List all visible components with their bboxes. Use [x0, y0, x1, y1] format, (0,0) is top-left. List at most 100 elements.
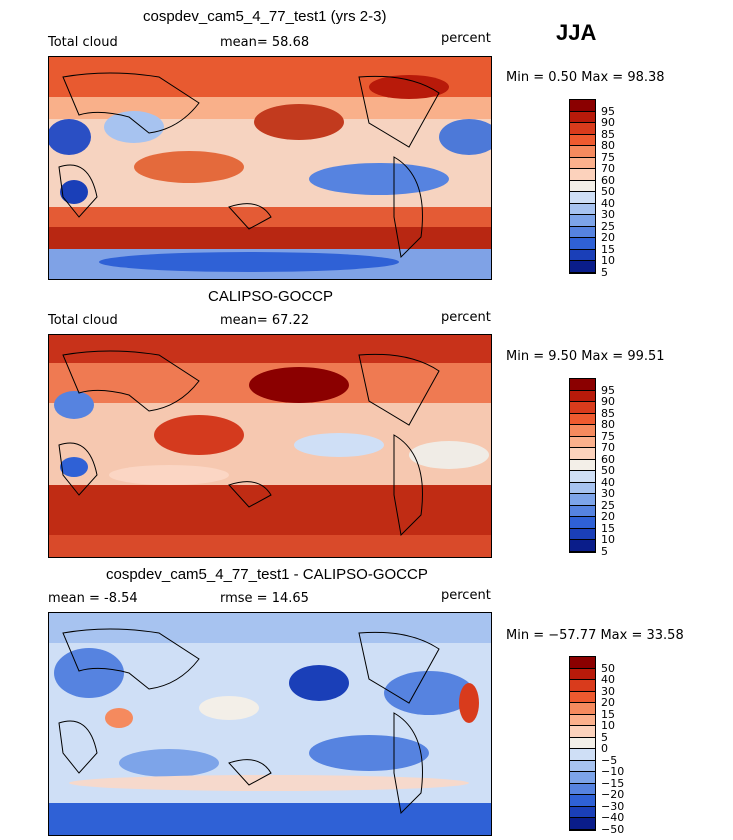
- colorbar-swatch: [570, 111, 595, 123]
- colorbar-swatch: [570, 494, 595, 506]
- colorbar-level-label: 10: [601, 533, 615, 546]
- panel-2-colorbar: [569, 378, 596, 553]
- colorbar-swatch: [570, 772, 595, 784]
- colorbar-swatch: [570, 215, 595, 227]
- colorbar-level-label: 75: [601, 150, 615, 164]
- colorbar-level-label: 15: [601, 242, 615, 256]
- colorbar-swatch: [570, 146, 595, 158]
- colorbar-level-label: 95: [601, 383, 615, 397]
- colorbar-swatch: [570, 783, 595, 795]
- colorbar-level-label: 0: [601, 742, 608, 755]
- colorbar-swatch: [570, 749, 595, 761]
- colorbar-swatch: [570, 818, 595, 830]
- colorbar-swatch: [570, 448, 595, 460]
- colorbar-level-label: 85: [601, 406, 615, 420]
- colorbar-swatch: [570, 379, 595, 391]
- panel-2-units: percent: [441, 310, 491, 325]
- colorbar-level-label: 50: [601, 464, 615, 477]
- colorbar-swatch: [570, 806, 595, 818]
- colorbar-swatch: [570, 680, 595, 692]
- colorbar-swatch: [570, 703, 595, 715]
- colorbar-level-label: −30: [601, 799, 625, 813]
- colorbar-level-label: 30: [601, 208, 615, 221]
- panel-3-minmax: Min = −57.77 Max = 33.58: [506, 628, 684, 643]
- colorbar-level-label: 60: [601, 452, 615, 466]
- panel-3-mean: mean = -8.54: [48, 591, 138, 606]
- panel-2-map-field: [49, 335, 491, 557]
- colorbar-level-label: 90: [601, 395, 615, 408]
- colorbar-swatch: [570, 261, 595, 273]
- colorbar-swatch: [570, 390, 595, 402]
- colorbar-level-label: 95: [601, 104, 615, 118]
- colorbar-swatch: [570, 482, 595, 494]
- panel-2-variable-label: Total cloud: [48, 313, 118, 328]
- colorbar-level-label: 40: [601, 475, 615, 489]
- season-label: JJA: [556, 20, 597, 45]
- colorbar-swatch: [570, 517, 595, 529]
- colorbar-swatch: [570, 657, 595, 669]
- colorbar-swatch: [570, 459, 595, 471]
- colorbar-swatch: [570, 528, 595, 540]
- panel-3-map: [48, 612, 492, 836]
- colorbar-swatch: [570, 540, 595, 552]
- colorbar-swatch: [570, 157, 595, 169]
- colorbar-level-label: 5: [601, 730, 608, 744]
- colorbar-level-label: 5: [601, 265, 608, 279]
- panel-2-map: [48, 334, 492, 558]
- colorbar-level-label: 30: [601, 684, 615, 698]
- colorbar-level-label: 70: [601, 441, 615, 454]
- colorbar-swatch: [570, 505, 595, 517]
- colorbar-swatch: [570, 436, 595, 448]
- panel-1-map: [48, 56, 492, 280]
- colorbar-level-label: 60: [601, 173, 615, 187]
- colorbar-level-label: −15: [601, 776, 625, 790]
- panel-2-mean: mean= 67.22: [220, 313, 310, 328]
- panel-3-title: cospdev_cam5_4_77_test1 - CALIPSO-GOCCP: [106, 566, 428, 583]
- panel-2-minmax: Min = 9.50 Max = 99.51: [506, 349, 665, 364]
- colorbar-swatch: [570, 249, 595, 261]
- colorbar-level-label: 80: [601, 418, 615, 431]
- colorbar-level-label: −50: [601, 822, 625, 836]
- colorbar-level-label: 90: [601, 116, 615, 129]
- colorbar-level-label: 20: [601, 510, 615, 523]
- colorbar-swatch: [570, 471, 595, 483]
- colorbar-swatch: [570, 192, 595, 204]
- colorbar-swatch: [570, 726, 595, 738]
- colorbar-level-label: 20: [601, 231, 615, 244]
- colorbar-swatch: [570, 180, 595, 192]
- colorbar-level-label: −5: [601, 753, 618, 767]
- colorbar-level-label: −10: [601, 765, 625, 778]
- colorbar-level-label: 50: [601, 661, 615, 675]
- panel-3-colorbar: [569, 656, 596, 831]
- colorbar-swatch: [570, 668, 595, 680]
- colorbar-swatch: [570, 134, 595, 146]
- colorbar-level-label: 15: [601, 707, 615, 721]
- colorbar-level-label: 15: [601, 521, 615, 535]
- colorbar-swatch: [570, 737, 595, 749]
- colorbar-level-label: 10: [601, 719, 615, 732]
- panel-3-rmse: rmse = 14.65: [220, 591, 309, 606]
- colorbar-level-label: 70: [601, 162, 615, 175]
- panel-1-minmax: Min = 0.50 Max = 98.38: [506, 70, 665, 85]
- panel-3-map-field: [49, 613, 491, 835]
- colorbar-swatch: [570, 123, 595, 135]
- colorbar-level-label: 80: [601, 139, 615, 152]
- colorbar-level-label: 85: [601, 127, 615, 141]
- colorbar-swatch: [570, 714, 595, 726]
- colorbar-swatch: [570, 203, 595, 215]
- panel-1-map-field: [49, 57, 491, 279]
- colorbar-level-label: 25: [601, 498, 615, 512]
- colorbar-swatch: [570, 402, 595, 414]
- panel-1-variable-label: Total cloud: [48, 35, 118, 50]
- colorbar-swatch: [570, 413, 595, 425]
- colorbar-swatch: [570, 226, 595, 238]
- colorbar-swatch: [570, 760, 595, 772]
- colorbar-swatch: [570, 795, 595, 807]
- colorbar-level-label: 5: [601, 544, 608, 558]
- colorbar-level-label: 40: [601, 196, 615, 210]
- panel-1-colorbar: [569, 99, 596, 274]
- panel-1-units: percent: [441, 31, 491, 46]
- colorbar-swatch: [570, 425, 595, 437]
- colorbar-level-label: 20: [601, 696, 615, 709]
- colorbar-level-label: 75: [601, 429, 615, 443]
